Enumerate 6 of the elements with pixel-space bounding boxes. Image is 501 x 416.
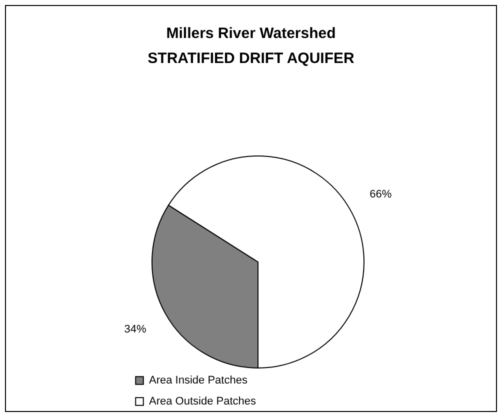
data-label: 66% xyxy=(370,188,392,201)
legend-label: Area Outside Patches xyxy=(149,396,257,408)
chart-title: Millers River Watershed xyxy=(166,25,336,42)
legend-label: Area Inside Patches xyxy=(149,374,248,386)
data-label: 34% xyxy=(124,323,147,336)
chart-subtitle: STRATIFIED DRIFT AQUIFER xyxy=(148,50,354,67)
